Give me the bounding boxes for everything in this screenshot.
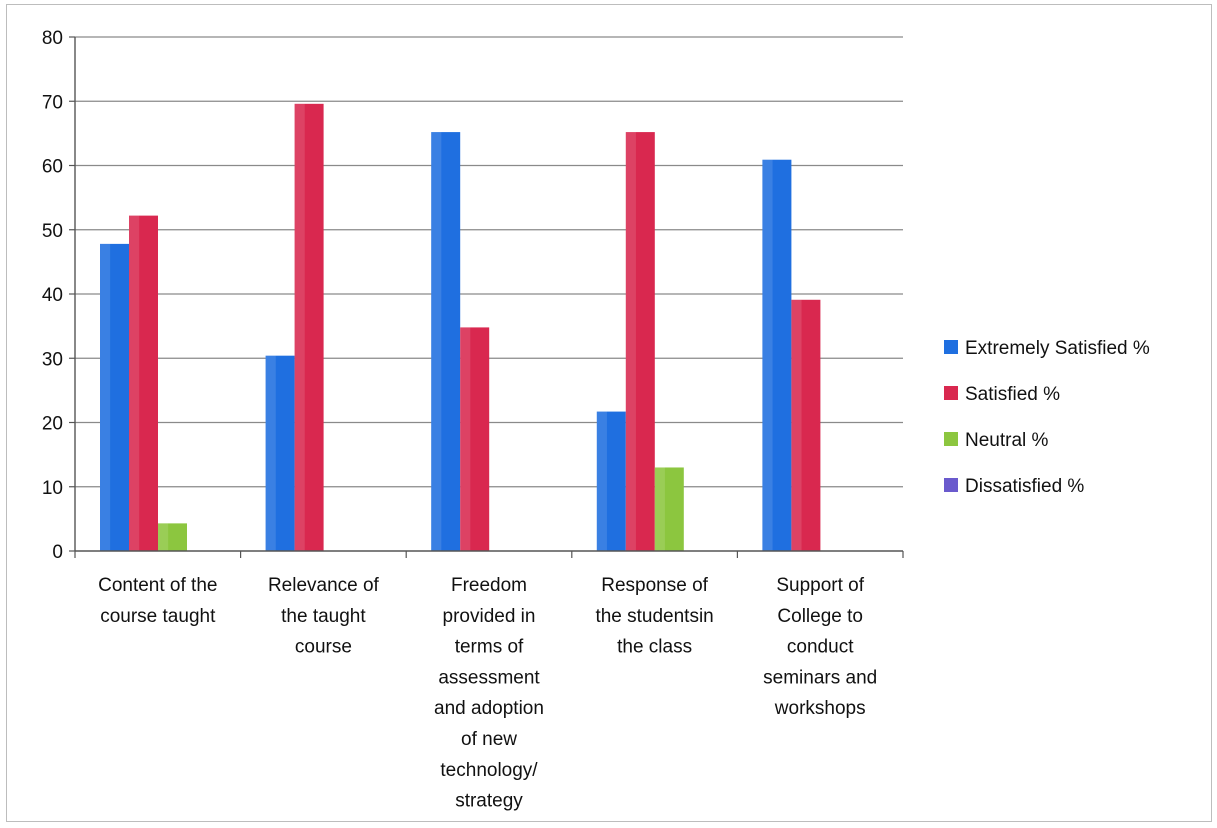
category-label-line: Freedom bbox=[451, 575, 527, 596]
legend-label: Neutral % bbox=[965, 430, 1049, 451]
bar-highlight bbox=[654, 467, 665, 551]
category-label-line: of new bbox=[461, 729, 517, 750]
legend-swatch bbox=[944, 478, 958, 492]
legend-swatch bbox=[944, 432, 958, 446]
bars bbox=[100, 103, 821, 552]
bar bbox=[431, 132, 461, 551]
bar-highlight bbox=[265, 355, 276, 551]
bar bbox=[596, 411, 626, 551]
y-tick-label: 40 bbox=[42, 285, 63, 306]
bar-highlight bbox=[294, 103, 305, 551]
bar-highlight bbox=[762, 159, 773, 551]
legend-label: Satisfied % bbox=[965, 384, 1060, 405]
y-tick-label: 80 bbox=[42, 28, 63, 49]
bar bbox=[100, 243, 129, 551]
bar bbox=[791, 299, 821, 551]
bar-highlight bbox=[625, 132, 636, 551]
bar-highlight bbox=[431, 132, 442, 551]
category-label: Relevance of the taught course bbox=[268, 575, 380, 658]
category-label-line: assessment bbox=[438, 667, 540, 688]
bar bbox=[625, 132, 655, 551]
legend: Extremely Satisfied % Satisfied % Neutral … bbox=[944, 338, 1150, 497]
bar bbox=[158, 523, 187, 551]
y-tick-label: 10 bbox=[42, 478, 63, 499]
category-label-line: the class bbox=[617, 637, 692, 658]
category-label-line: the taught bbox=[281, 606, 366, 627]
axes bbox=[69, 36, 904, 558]
category-label-line: College to bbox=[777, 606, 863, 627]
category-label-line: terms of bbox=[455, 637, 524, 658]
category-label: Freedom provided in terms of assessment and … bbox=[434, 575, 544, 812]
category-label-line: seminars and bbox=[763, 667, 877, 688]
category-label: Support of College to conduct seminars and w… bbox=[763, 575, 877, 719]
category-labels: Content of the course taught Relevance of t… bbox=[98, 575, 877, 812]
category-label-line: course bbox=[295, 637, 352, 658]
category-label-line: conduct bbox=[787, 637, 854, 658]
bar-highlight bbox=[158, 523, 169, 551]
bar-highlight bbox=[596, 411, 607, 551]
category-label-line: workshops bbox=[774, 698, 866, 719]
legend-label: Dissatisfied % bbox=[965, 476, 1084, 497]
legend-label: Extremely Satisfied % bbox=[965, 338, 1150, 359]
category-label-line: Support of bbox=[776, 575, 864, 596]
category-label: Content of the course taught bbox=[98, 575, 217, 627]
bar-highlight bbox=[129, 215, 140, 552]
legend-swatch bbox=[944, 386, 958, 400]
category-label-line: provided in bbox=[443, 606, 536, 627]
legend-swatch bbox=[944, 340, 958, 354]
bar-highlight bbox=[100, 243, 111, 551]
category-label-line: Response of bbox=[601, 575, 708, 596]
bar bbox=[460, 327, 490, 551]
category-label-line: strategy bbox=[455, 791, 523, 812]
bar bbox=[762, 159, 792, 551]
category-label-line: Content of the bbox=[98, 575, 217, 596]
y-tick-label: 70 bbox=[42, 92, 63, 113]
y-tick-label: 50 bbox=[42, 221, 63, 242]
bar bbox=[265, 355, 295, 551]
y-tick-label: 0 bbox=[52, 542, 63, 563]
category-label-line: and adoption bbox=[434, 698, 544, 719]
bar bbox=[294, 103, 324, 551]
y-tick-label: 30 bbox=[42, 349, 63, 370]
bar bbox=[654, 467, 684, 551]
category-label-line: Relevance of bbox=[268, 575, 380, 596]
bar-highlight bbox=[791, 299, 802, 551]
bar-highlight bbox=[460, 327, 471, 551]
y-tick-labels: 0 10 20 30 40 50 60 70 80 bbox=[42, 28, 63, 563]
category-label: Response of the studentsin the class bbox=[595, 575, 713, 658]
bar bbox=[129, 215, 158, 552]
y-tick-label: 60 bbox=[42, 157, 63, 178]
y-tick-label: 20 bbox=[42, 414, 63, 435]
category-label-line: course taught bbox=[100, 606, 216, 627]
category-label-line: technology/ bbox=[440, 760, 538, 781]
category-label-line: the studentsin bbox=[595, 606, 713, 627]
